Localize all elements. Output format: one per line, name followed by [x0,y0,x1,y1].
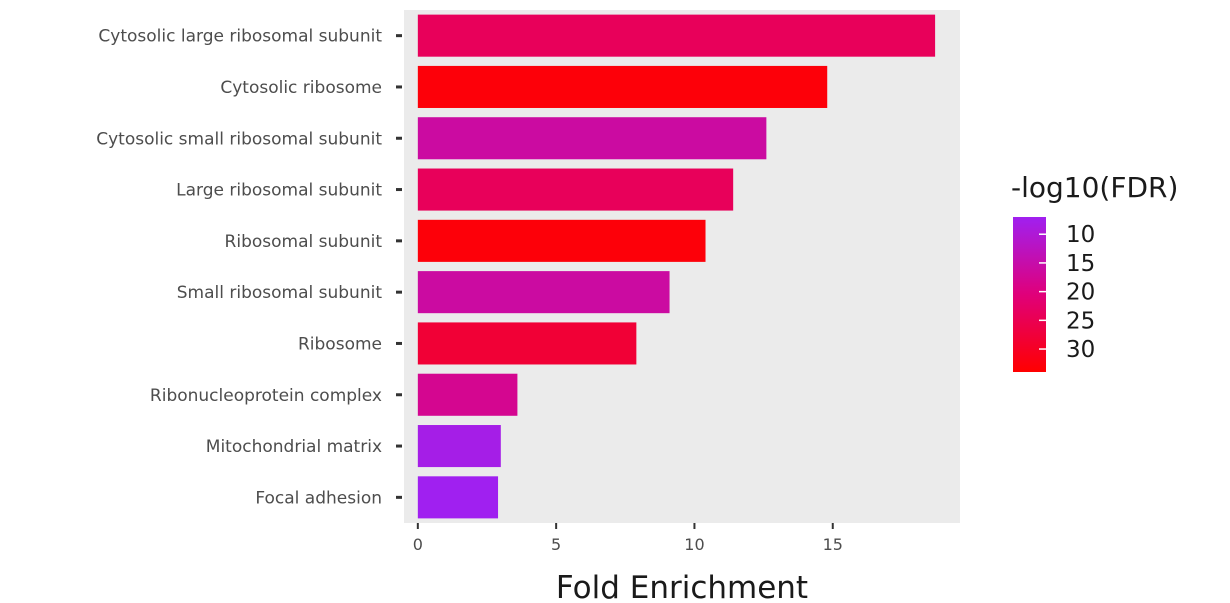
legend-title: -log10(FDR) [1011,171,1178,204]
bar [417,322,637,365]
y-tick-label: Ribonucleoprotein complex [150,386,382,406]
bar [417,425,501,468]
x-tick-label: 10 [684,535,704,554]
bar [417,476,499,519]
bar [417,373,518,416]
x-axis-title: Fold Enrichment [556,570,808,603]
y-tick-label: Ribosomal subunit [225,232,383,252]
y-tick-label: Large ribosomal subunit [176,181,382,201]
y-tick-label: Small ribosomal subunit [177,283,383,303]
x-tick-label: 15 [823,535,843,554]
legend-tick-label: 20 [1066,280,1095,306]
y-tick-label: Ribosome [298,334,382,354]
y-tick-label: Focal adhesion [255,488,382,508]
y-tick-label: Cytosolic large ribosomal subunit [98,27,382,47]
bar [417,271,670,314]
y-axis-labels: Cytosolic large ribosomal subunit Cytosol… [96,27,402,508]
bar [417,65,828,108]
bar [417,117,767,160]
x-tick-label: 5 [551,535,561,554]
y-tick-label: Cytosolic ribosome [220,78,382,98]
bar [417,168,734,211]
legend-tick-label: 25 [1066,308,1095,334]
bar [417,219,706,262]
bars [417,14,936,519]
bar [417,14,936,57]
legend-colorbar [1013,217,1046,372]
y-tick-label: Cytosolic small ribosomal subunit [96,129,382,149]
legend-tick-label: 10 [1066,222,1095,248]
y-tick-label: Mitochondrial matrix [206,437,382,457]
legend-tick-label: 30 [1066,337,1095,363]
legend-tick-label: 15 [1066,251,1095,277]
x-axis: 0 5 10 15 [413,523,843,554]
x-tick-label: 0 [413,535,423,554]
